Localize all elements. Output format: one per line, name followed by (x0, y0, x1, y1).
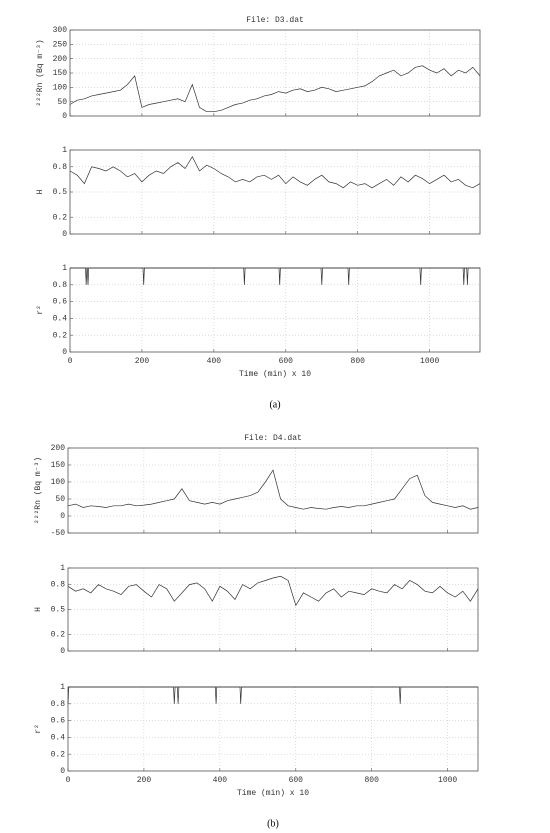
caption: (a) (269, 399, 280, 410)
y-tick-label: 0.8 (53, 163, 68, 172)
y-tick-label: 150 (53, 69, 68, 78)
y-tick-label: 50 (55, 495, 65, 504)
x-axis-label: Time (min) x 10 (239, 370, 311, 379)
data-line (70, 267, 480, 285)
y-tick-label: 250 (53, 40, 68, 49)
plot-frame (67, 447, 479, 534)
y-tick-label: 0.8 (53, 281, 68, 290)
y-tick-label: 0.5 (53, 188, 68, 197)
data-line (69, 155, 481, 189)
y-tick-label: 0.8 (51, 700, 66, 709)
y-axis-label: r² (36, 305, 45, 315)
y-tick-label: 0.2 (51, 750, 66, 759)
chart-title: File: D4.dat (244, 434, 302, 443)
y-tick-label: 0 (62, 348, 67, 357)
y-tick-label: 0 (60, 512, 65, 521)
x-tick-label: 200 (137, 776, 152, 785)
data-line (67, 575, 479, 607)
y-tick-label: 300 (53, 26, 68, 35)
y-tick-label: 0 (60, 767, 65, 776)
plot-frame (69, 149, 481, 235)
x-tick-label: 200 (135, 357, 150, 366)
y-tick-label: 0.6 (53, 298, 68, 307)
y-tick-label: 1 (62, 264, 67, 273)
x-tick-label: 800 (351, 357, 366, 366)
caption: (b) (267, 818, 279, 829)
x-tick-label: 400 (207, 357, 222, 366)
y-tick-label: 200 (51, 444, 66, 453)
y-tick-label: 200 (53, 55, 68, 64)
y-axis-label: ²²²Rn (Bq m⁻³) (34, 457, 43, 524)
x-tick-label: 600 (289, 776, 304, 785)
data-line (69, 65, 481, 113)
data-line (67, 686, 478, 704)
chart-title: File: D3.dat (246, 16, 304, 25)
x-tick-label: 1000 (420, 357, 439, 366)
y-tick-label: 1 (62, 146, 67, 155)
y-tick-label: 0.4 (51, 734, 66, 743)
x-tick-label: 800 (365, 776, 380, 785)
data-line (67, 469, 479, 510)
plot-frame (67, 686, 479, 772)
y-tick-label: 0.2 (51, 631, 66, 640)
y-tick-label: 0 (62, 112, 67, 121)
x-tick-label: 600 (279, 357, 294, 366)
y-tick-label: 1 (60, 683, 65, 692)
y-tick-label: 100 (53, 83, 68, 92)
y-tick-label: 0.2 (53, 331, 68, 340)
y-tick-label: 150 (51, 461, 66, 470)
y-tick-label: 0.6 (51, 717, 66, 726)
y-tick-label: 0 (62, 230, 67, 239)
y-tick-label: 0.4 (53, 315, 68, 324)
y-tick-label: 0.5 (51, 606, 66, 615)
y-axis-label: H (36, 189, 45, 194)
plot-frame (69, 267, 481, 353)
y-tick-label: -50 (51, 529, 66, 538)
x-tick-label: 0 (66, 776, 71, 785)
x-tick-label: 400 (213, 776, 228, 785)
y-axis-label: r² (34, 724, 43, 734)
y-tick-label: 100 (51, 478, 66, 487)
y-tick-label: 0.2 (53, 213, 68, 222)
x-tick-label: 0 (68, 357, 73, 366)
x-axis-label: Time (min) x 10 (237, 789, 309, 798)
plot-frame (69, 29, 481, 117)
y-tick-label: 1 (60, 564, 65, 573)
y-tick-label: 0.8 (51, 581, 66, 590)
y-tick-label: 0 (60, 647, 65, 656)
plot-frame (67, 567, 479, 652)
y-tick-label: 50 (57, 98, 67, 107)
y-axis-label: ²²²Rn (Bq m⁻³) (36, 39, 45, 106)
x-tick-label: 1000 (438, 776, 457, 785)
y-axis-label: H (34, 607, 43, 612)
